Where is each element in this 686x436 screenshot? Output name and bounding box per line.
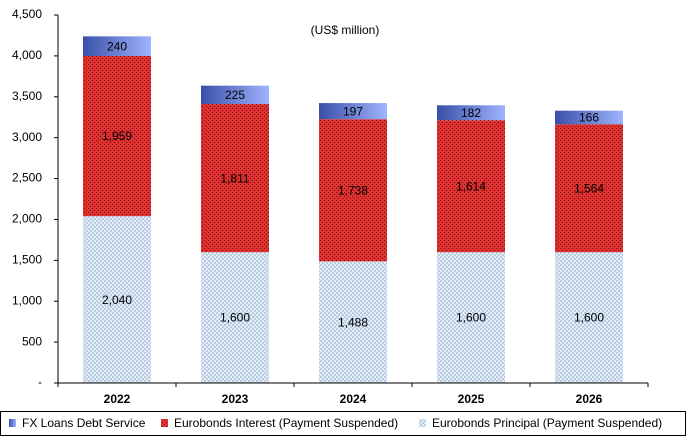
chart-subtitle: (US$ million) — [311, 23, 380, 37]
data-label: 1,564 — [574, 181, 604, 195]
bar-segment — [319, 103, 387, 120]
data-label: 2,040 — [102, 293, 132, 307]
y-tick-label: 3,000 — [12, 130, 42, 144]
x-tick-label: 2023 — [222, 392, 249, 406]
y-tick-label: - — [38, 375, 42, 389]
bar-segment — [83, 55, 151, 217]
x-tick-label: 2022 — [104, 392, 131, 406]
data-label: 1,614 — [456, 179, 486, 193]
y-tick-label: 500 — [22, 334, 42, 348]
bar-segment — [319, 261, 387, 383]
bar-segment — [201, 85, 269, 105]
legend-swatch — [161, 419, 168, 427]
bar-segment — [437, 105, 505, 121]
x-tick-label: 2026 — [576, 392, 603, 406]
y-tick-label: 2,500 — [12, 171, 42, 185]
data-label: 182 — [461, 106, 481, 120]
y-tick-label: 1,500 — [12, 253, 42, 267]
data-label: 1,600 — [574, 311, 604, 325]
data-label: 240 — [107, 39, 127, 53]
y-tick-label: 2,000 — [12, 212, 42, 226]
data-label: 225 — [225, 88, 245, 102]
data-label: 1,811 — [220, 171, 249, 185]
data-label: 1,738 — [338, 183, 368, 197]
bar-segment — [437, 120, 505, 253]
bar-segment — [437, 252, 505, 383]
bar-segment — [555, 252, 623, 383]
x-tick-label: 2024 — [340, 392, 367, 406]
bar-segment — [83, 36, 151, 56]
legend-label: FX Loans Debt Service — [22, 416, 146, 430]
x-tick-label: 2025 — [458, 392, 485, 406]
legend-label: Eurobonds Interest (Payment Suspended) — [174, 416, 398, 430]
bar-segment — [555, 124, 623, 253]
y-tick-label: 4,500 — [12, 7, 42, 21]
bar-segment — [201, 104, 269, 253]
y-tick-label: 1,000 — [12, 293, 42, 307]
y-tick-label: 4,000 — [12, 48, 42, 62]
y-tick-label: 3,500 — [12, 89, 42, 103]
legend-swatch — [9, 419, 16, 427]
legend-label: Eurobonds Principal (Payment Suspended) — [432, 416, 662, 430]
bar-segment — [83, 216, 151, 383]
data-label: 1,600 — [456, 311, 486, 325]
legend-swatch — [419, 419, 426, 427]
data-label: 1,959 — [102, 129, 132, 143]
bar-segment — [319, 119, 387, 262]
data-label: 1,600 — [220, 311, 250, 325]
bar-segment — [555, 110, 623, 125]
data-label: 1,488 — [338, 315, 368, 329]
data-label: 197 — [343, 104, 363, 118]
bar-segment — [201, 252, 269, 383]
data-label: 166 — [579, 111, 599, 125]
